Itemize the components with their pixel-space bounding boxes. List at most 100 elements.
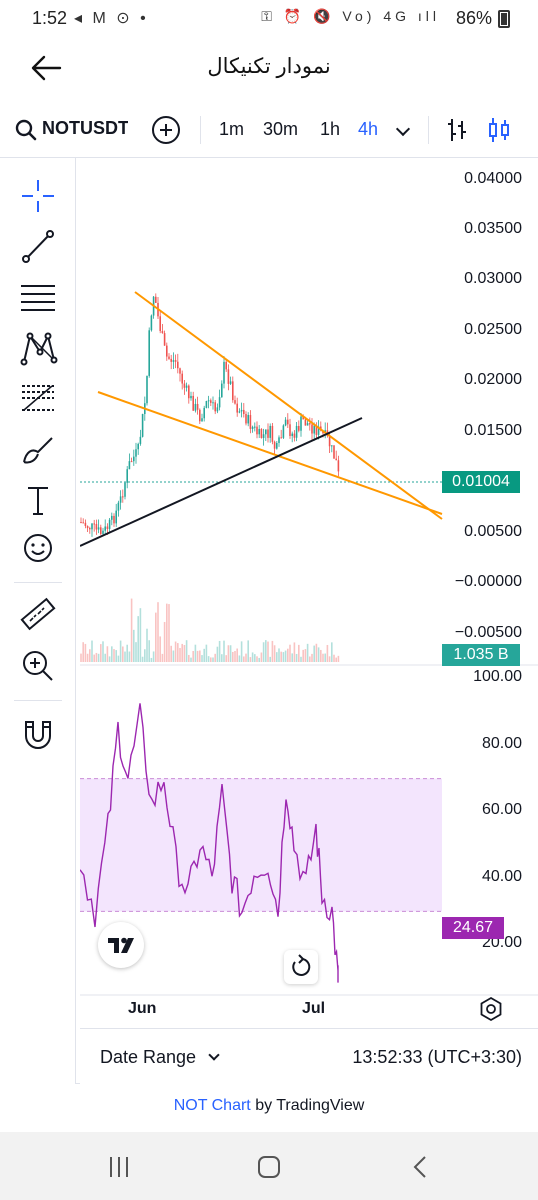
candle-body [258,428,260,435]
brush-icon[interactable] [18,430,58,470]
candles-icon[interactable] [486,116,512,144]
volume-bar [245,653,247,662]
candle-body [298,425,300,431]
date-range-button[interactable]: Date Range [100,1047,197,1067]
notification-icons: ◂ M ⊙ • [74,10,149,27]
tradingview-link[interactable]: TradingView [276,1097,365,1114]
candle-body [291,433,293,436]
toolbar-divider [14,700,62,701]
candle-body [137,443,139,450]
chart-settings-icon[interactable] [478,996,504,1022]
candle-body [289,424,291,436]
volume-bar [284,650,287,662]
bar-style-icon[interactable] [444,116,470,144]
volume-bar [234,650,236,662]
pattern-icon[interactable] [18,328,58,368]
volume-bar [232,651,234,662]
chevron-down-icon[interactable] [208,1049,220,1061]
volume-bar [212,657,214,662]
volume-bar [199,650,201,662]
volume-bar [111,646,113,662]
emoji-icon[interactable] [18,528,58,568]
volume-bar [190,657,192,662]
candle-body [133,456,135,462]
back-icon[interactable] [406,1152,436,1182]
time-tick-jul: Jul [302,1000,326,1017]
volume-bar [91,640,93,662]
battery-icon [498,10,510,28]
recent-apps-icon[interactable] [104,1152,134,1182]
price-tick: 0.03500 [464,220,522,237]
candle-body [97,527,100,530]
candle-body [218,397,221,408]
volume-bar [113,649,115,662]
volume-bar [157,602,159,662]
rsi-tick: 80.00 [481,735,522,752]
tradingview-logo-button[interactable] [98,922,144,968]
timeframe-1h[interactable]: 1h [320,119,341,139]
candle-body [89,528,91,530]
candle-body [293,433,296,438]
candle-body [150,315,153,331]
candle-body [100,527,102,534]
candle-body [141,414,144,437]
symbol-search[interactable]: NOTUSDT [0,102,140,158]
volume-bar [84,643,87,662]
timeframe-dropdown-icon[interactable] [395,121,411,137]
volume-badge: 1.035 B [442,644,520,666]
candle-body [300,416,302,431]
support-trendline [80,417,363,547]
candle-body [311,424,313,434]
volume-bar [295,653,298,662]
candle-body [155,296,157,303]
candle-body [249,415,252,429]
volume-bar [258,657,260,662]
reset-chart-button[interactable] [284,950,318,984]
home-icon[interactable] [254,1152,284,1182]
candle-body [166,345,168,357]
price-tick: 0.02000 [464,371,522,388]
candle-body [223,361,225,384]
price-tick: 0.03000 [464,270,522,287]
timeframe-1m[interactable]: 1m [219,119,245,139]
candle-body [111,515,113,520]
volume-bar [216,646,219,662]
toolbar-divider [14,582,62,583]
volume-bar [313,645,315,662]
candle-body [130,461,133,463]
volume-bar [135,642,137,662]
symbol-chart-link[interactable]: NOT Chart [173,1097,251,1114]
candle-body [194,403,197,411]
rsi-tick: 40.00 [481,868,522,885]
horizontal-lines-icon[interactable] [18,278,58,318]
trend-line-icon[interactable] [18,226,58,266]
volume-bar [172,650,175,662]
compare-add-button[interactable] [152,116,180,144]
candle-body [148,330,150,376]
text-tool-icon[interactable] [18,480,58,520]
volume-bar [302,649,304,662]
volume-bar [278,648,280,662]
volume-bar [238,655,241,662]
crosshair-icon[interactable] [18,176,58,216]
candle-body [313,425,315,434]
zoom-in-icon[interactable] [18,646,58,686]
magnet-icon[interactable] [18,714,58,754]
price-chart-canvas[interactable] [80,162,538,1026]
drawing-toolbar [0,158,76,1084]
status-bar: 1:52 ◂ M ⊙ • ⚿ ⏰ 🔇 Vo) 4G ıll 86% [0,0,538,36]
candle-body [315,425,318,435]
volume-bar [177,643,179,662]
chart-area[interactable]: 0.04000 0.03500 0.03000 0.02500 0.02000 … [80,162,538,1026]
volume-bar [254,654,256,662]
tradingview-logo-icon [108,937,134,953]
candle-body [86,525,89,529]
fib-retracement-icon[interactable] [18,378,58,418]
back-arrow-icon[interactable] [28,52,64,84]
timeframe-4h[interactable]: 4h [358,119,379,139]
volume-bar [137,616,139,662]
volume-bar [126,644,128,662]
ruler-icon[interactable] [18,594,58,634]
timeframe-30m[interactable]: 30m [263,119,299,139]
volume-bar [124,651,126,662]
